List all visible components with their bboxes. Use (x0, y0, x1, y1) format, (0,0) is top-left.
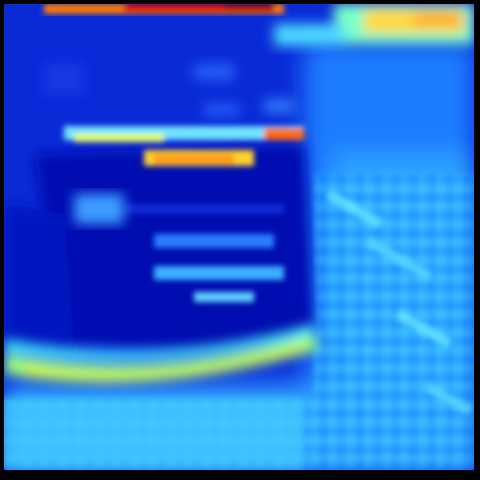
left-bottom-region (4, 399, 304, 470)
right-streaks (325, 189, 474, 416)
upper-highlights (44, 64, 294, 116)
bottom-rim (4, 324, 319, 383)
inner-bands (124, 204, 284, 302)
top-rim (64, 126, 304, 166)
left-strip (74, 194, 124, 224)
dark-object (4, 144, 314, 364)
top-right-patch (274, 4, 474, 46)
heatmap-image (4, 4, 474, 470)
top-hot-strip (44, 4, 284, 14)
